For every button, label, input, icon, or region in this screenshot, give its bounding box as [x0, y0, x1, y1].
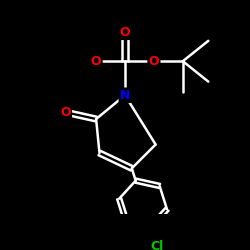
- Text: O: O: [60, 106, 71, 119]
- Text: O: O: [148, 55, 159, 68]
- Text: O: O: [120, 26, 130, 39]
- Text: Cl: Cl: [150, 240, 163, 250]
- Text: O: O: [120, 26, 130, 39]
- Text: O: O: [148, 55, 159, 68]
- Text: Cl: Cl: [150, 240, 163, 250]
- Text: O: O: [91, 55, 102, 68]
- Text: N: N: [120, 89, 130, 102]
- Text: O: O: [91, 55, 102, 68]
- Text: O: O: [60, 106, 71, 119]
- Text: N: N: [120, 89, 130, 102]
